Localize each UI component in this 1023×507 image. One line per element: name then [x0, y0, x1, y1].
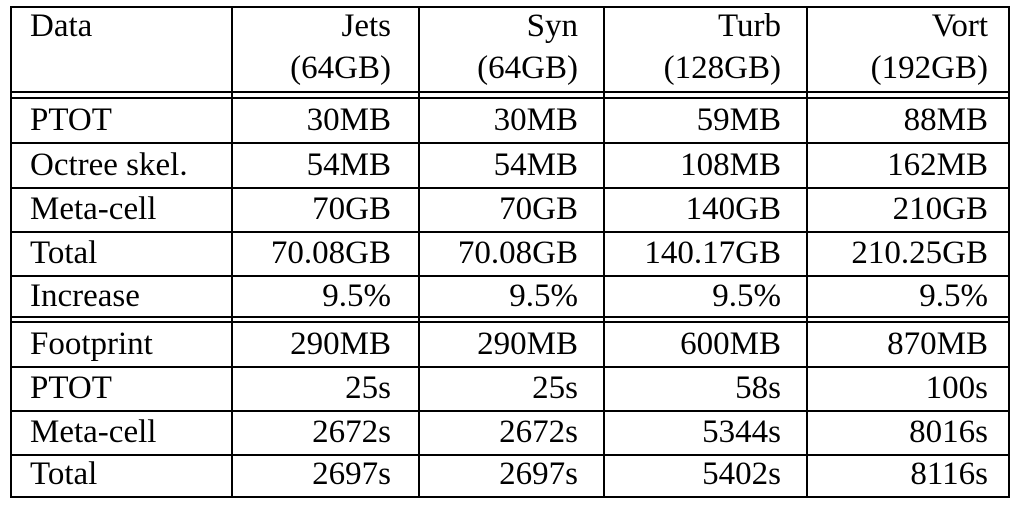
table-cell: 8016s	[909, 414, 988, 450]
table-cell: 290MB	[290, 326, 391, 362]
table-cell: 9.5%	[712, 278, 781, 314]
rule-col	[231, 6, 233, 498]
table-cell: 9.5%	[322, 278, 391, 314]
rule-row	[10, 366, 1010, 368]
header-col-name: Jets	[341, 8, 392, 44]
rule-row	[10, 187, 1010, 189]
header-col-size: (192GB)	[870, 50, 988, 86]
table-cell: 108MB	[680, 147, 781, 183]
table-cell: 5402s	[702, 456, 781, 492]
data-table: Data Jets (64GB) Syn (64GB) Turb (128GB)…	[10, 6, 1010, 498]
rule-section-2	[10, 321, 1010, 323]
table-cell: 54MB	[306, 147, 391, 183]
table-cell: 290MB	[477, 326, 578, 362]
table-cell: 100s	[925, 370, 988, 406]
table-cell: 600MB	[680, 326, 781, 362]
table-cell: 70GB	[312, 191, 391, 227]
table-cell: 140.17GB	[644, 235, 781, 271]
rule-col	[1008, 6, 1010, 498]
table-cell: 70.08GB	[270, 235, 391, 271]
table-cell: 2672s	[499, 414, 578, 450]
table-cell: 59MB	[696, 102, 781, 138]
table-cell: 162MB	[887, 147, 988, 183]
table-cell: 2697s	[499, 456, 578, 492]
rule-row	[10, 142, 1010, 144]
header-col-name: Turb	[718, 8, 781, 44]
rule-row	[10, 454, 1010, 456]
table-cell: 9.5%	[509, 278, 578, 314]
header-col-name: Syn	[526, 8, 578, 44]
rule-header-bottom-1	[10, 91, 1010, 93]
table-cell: 2672s	[312, 414, 391, 450]
header-col-size: (64GB)	[290, 50, 391, 86]
table-cell: 9.5%	[919, 278, 988, 314]
table-cell: 870MB	[887, 326, 988, 362]
rule-col	[806, 6, 808, 498]
row-label: Meta-cell	[30, 191, 157, 227]
table-cell: 70GB	[499, 191, 578, 227]
rule-col	[10, 6, 12, 498]
table-cell: 58s	[735, 370, 781, 406]
rule-col	[603, 6, 605, 498]
row-label: Total	[30, 456, 98, 492]
table-cell: 70.08GB	[457, 235, 578, 271]
row-label: PTOT	[30, 102, 112, 138]
rule-row	[10, 410, 1010, 412]
rule-top	[10, 6, 1010, 8]
row-label: Meta-cell	[30, 414, 157, 450]
table-cell: 2697s	[312, 456, 391, 492]
row-label: Increase	[30, 278, 140, 314]
table-cell: 54MB	[493, 147, 578, 183]
header-col-name: Vort	[931, 8, 988, 44]
rule-header-bottom-2	[10, 97, 1010, 99]
header-col-size: (64GB)	[477, 50, 578, 86]
rule-row	[10, 275, 1010, 277]
rule-bottom	[10, 496, 1010, 498]
row-label: Octree skel.	[30, 147, 188, 183]
rule-row	[10, 231, 1010, 233]
table-cell: 30MB	[306, 102, 391, 138]
rule-col	[418, 6, 420, 498]
table-cell: 25s	[345, 370, 391, 406]
table-cell: 140GB	[685, 191, 781, 227]
header-col-size: (128GB)	[663, 50, 781, 86]
table-cell: 210.25GB	[851, 235, 988, 271]
table-cell: 210GB	[892, 191, 988, 227]
table-cell: 25s	[532, 370, 578, 406]
table-cell: 8116s	[910, 456, 988, 492]
table-cell: 30MB	[493, 102, 578, 138]
table-cell: 88MB	[903, 102, 988, 138]
row-label: PTOT	[30, 370, 112, 406]
row-label: Footprint	[30, 326, 153, 362]
rule-section-1	[10, 316, 1010, 318]
header-data-label: Data	[30, 8, 93, 44]
table-cell: 5344s	[702, 414, 781, 450]
row-label: Total	[30, 235, 98, 271]
